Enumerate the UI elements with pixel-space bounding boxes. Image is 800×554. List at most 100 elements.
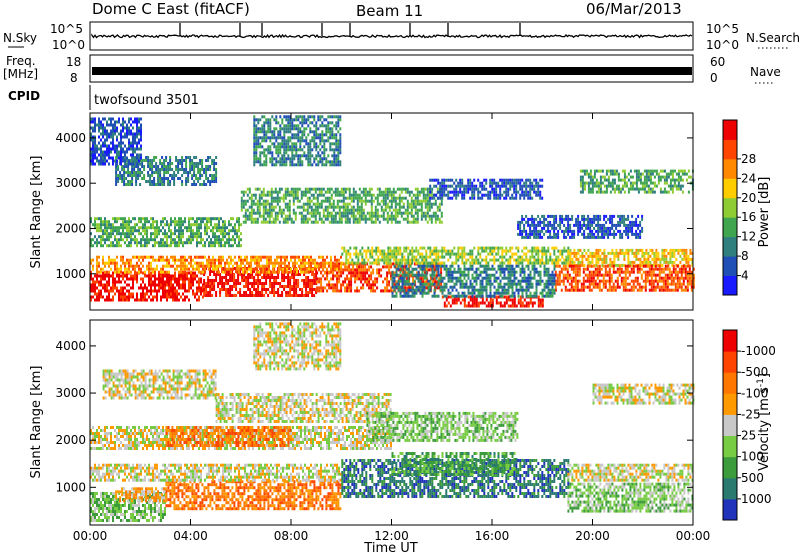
- power-cell: [162, 220, 164, 223]
- power-cell: [494, 274, 496, 277]
- power-cell: [356, 286, 358, 289]
- power-cell: [583, 277, 585, 280]
- power-cell: [514, 271, 516, 274]
- power-cell: [309, 188, 311, 191]
- power-cell: [561, 253, 563, 256]
- power-cell: [584, 173, 586, 176]
- power-cell: [166, 290, 168, 293]
- power-cell: [233, 273, 235, 276]
- power-cell: [439, 250, 441, 253]
- power-cell: [267, 203, 269, 206]
- power-cell: [308, 262, 310, 265]
- power-cell: [424, 265, 426, 268]
- power-cell: [685, 252, 687, 255]
- nsearch-tick-low: 10^0: [706, 38, 739, 52]
- power-cell: [409, 221, 411, 224]
- power-cell: [106, 238, 108, 241]
- power-cell: [605, 280, 607, 283]
- power-cell: [344, 280, 346, 283]
- power-cell: [132, 256, 134, 259]
- power-cell: [681, 286, 683, 289]
- power-cell: [376, 277, 378, 280]
- power-cell: [162, 268, 164, 271]
- power-cell: [355, 262, 357, 265]
- power-cell: [381, 194, 383, 197]
- power-cell: [395, 191, 397, 194]
- power-cell: [154, 238, 156, 241]
- power-cell: [307, 206, 309, 209]
- power-cell: [415, 200, 417, 203]
- power-cell: [522, 302, 524, 305]
- power-cell: [661, 255, 663, 258]
- power-cell: [253, 194, 255, 197]
- power-cell: [421, 247, 423, 250]
- power-cell: [349, 247, 351, 250]
- power-cell: [589, 265, 591, 268]
- power-cell: [245, 200, 247, 203]
- power-cell: [673, 261, 675, 264]
- power-cell: [479, 262, 481, 265]
- power-cell: [424, 277, 426, 280]
- power-cell: [166, 235, 168, 238]
- power-cell: [310, 262, 312, 265]
- power-cell: [679, 268, 681, 271]
- power-cell: [344, 268, 346, 271]
- power-cell: [583, 255, 585, 258]
- power-cell: [397, 215, 399, 218]
- power-cell: [462, 271, 464, 274]
- power-cell: [485, 262, 487, 265]
- power-cell: [501, 253, 503, 256]
- power-cell: [401, 215, 403, 218]
- power-cell: [477, 253, 479, 256]
- power-cell: [106, 232, 108, 235]
- power-cell: [250, 268, 252, 271]
- power-cell: [116, 238, 118, 241]
- power-cell: [301, 288, 303, 291]
- power-cell: [218, 223, 220, 226]
- power-cell: [573, 277, 575, 280]
- power-cell: [294, 265, 296, 268]
- power-cell: [281, 215, 283, 218]
- power-cell: [645, 271, 647, 274]
- power-cell: [357, 212, 359, 215]
- power-cell: [391, 221, 393, 224]
- power-cell: [184, 259, 186, 262]
- power-cell: [581, 258, 583, 261]
- power-cell: [261, 282, 263, 285]
- power-cell: [356, 265, 358, 268]
- power-cell: [302, 271, 304, 274]
- power-cell: [571, 258, 573, 261]
- power-cell: [345, 253, 347, 256]
- power-cell: [423, 256, 425, 259]
- power-cell: [589, 286, 591, 289]
- power-cell: [357, 200, 359, 203]
- power-cell: [176, 290, 178, 293]
- power-cell: [452, 265, 454, 268]
- power-cell: [94, 220, 96, 223]
- power-cell: [209, 279, 211, 282]
- power-cell: [532, 268, 534, 271]
- power-cell: [659, 286, 661, 289]
- power-cell: [511, 256, 513, 259]
- power-cell: [357, 206, 359, 209]
- power-cell: [534, 277, 536, 280]
- power-cell: [230, 268, 232, 271]
- power-cell: [359, 250, 361, 253]
- power-cell: [188, 229, 190, 232]
- power-cell: [150, 293, 152, 296]
- power-cell: [385, 188, 387, 191]
- power-cell: [679, 255, 681, 258]
- power-cell: [359, 194, 361, 197]
- power-cell: [355, 215, 357, 218]
- power-cell: [417, 253, 419, 256]
- power-cell: [433, 250, 435, 253]
- power-cell: [521, 256, 523, 259]
- power-cell: [132, 268, 134, 271]
- power-cell: [446, 274, 448, 277]
- power-cell: [512, 289, 514, 292]
- power-cell: [239, 288, 241, 291]
- power-cell: [317, 197, 319, 200]
- power-cell: [427, 197, 429, 200]
- power-cell: [186, 259, 188, 262]
- power-cell: [289, 200, 291, 203]
